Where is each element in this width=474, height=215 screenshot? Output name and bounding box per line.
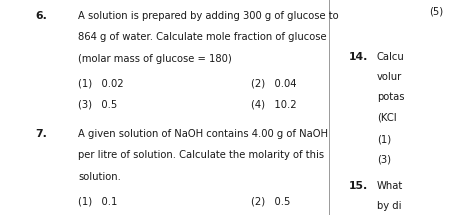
Text: 6.: 6. bbox=[36, 11, 47, 21]
Text: (2)   0.04: (2) 0.04 bbox=[251, 78, 297, 89]
Text: (4)   10.2: (4) 10.2 bbox=[251, 100, 297, 110]
Text: by di: by di bbox=[377, 201, 401, 211]
Text: 14.: 14. bbox=[348, 52, 368, 62]
Text: (5): (5) bbox=[429, 6, 443, 17]
Text: 15.: 15. bbox=[348, 181, 368, 191]
Text: 864 g of water. Calculate mole fraction of glucose: 864 g of water. Calculate mole fraction … bbox=[78, 32, 327, 42]
Text: 7.: 7. bbox=[36, 129, 47, 139]
Text: What: What bbox=[377, 181, 403, 191]
Text: (KCl: (KCl bbox=[377, 113, 396, 123]
Text: (molar mass of glucose = 180): (molar mass of glucose = 180) bbox=[78, 54, 232, 64]
Text: A given solution of NaOH contains 4.00 g of NaOH: A given solution of NaOH contains 4.00 g… bbox=[78, 129, 328, 139]
Text: per litre of solution. Calculate the molarity of this: per litre of solution. Calculate the mol… bbox=[78, 150, 324, 161]
Text: (3)   0.5: (3) 0.5 bbox=[78, 100, 118, 110]
Text: solution.: solution. bbox=[78, 172, 121, 182]
Text: volur: volur bbox=[377, 72, 402, 82]
Text: (1)   0.02: (1) 0.02 bbox=[78, 78, 124, 89]
Text: (1)   0.1: (1) 0.1 bbox=[78, 197, 118, 207]
Text: (3): (3) bbox=[377, 155, 391, 165]
Text: A solution is prepared by adding 300 g of glucose to: A solution is prepared by adding 300 g o… bbox=[78, 11, 339, 21]
Text: (2)   0.5: (2) 0.5 bbox=[251, 197, 291, 207]
Text: (1): (1) bbox=[377, 134, 391, 144]
Text: potas: potas bbox=[377, 92, 404, 103]
Text: Calcu: Calcu bbox=[377, 52, 405, 62]
